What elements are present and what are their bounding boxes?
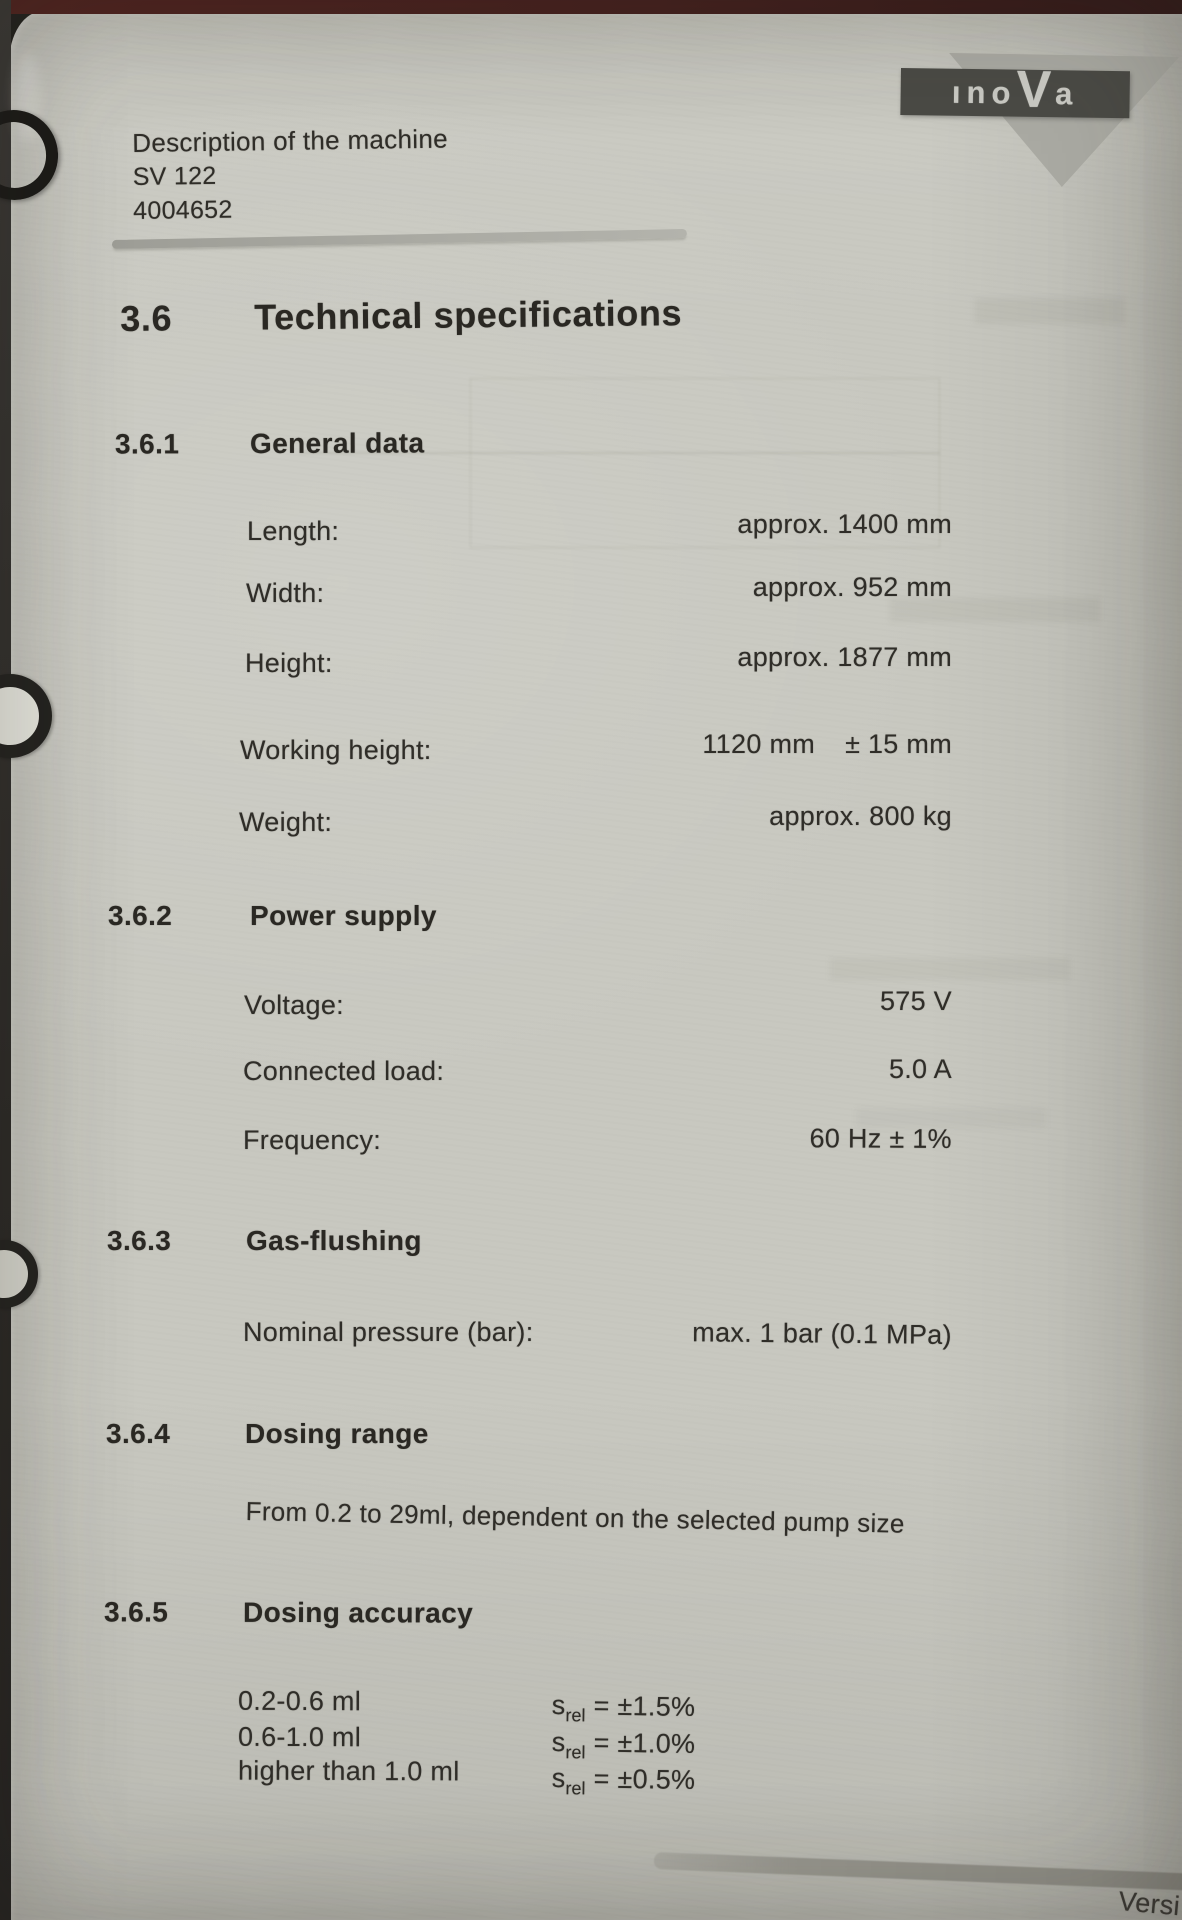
section-heading-3-6-3: 3.6.3 Gas-flushing xyxy=(107,1225,422,1257)
machine-model: SV 122 xyxy=(132,161,217,191)
spec-value-voltage: 575 V xyxy=(879,986,952,1016)
inova-logo: ınoVa xyxy=(900,60,1130,119)
spec-label-weight: Weight: xyxy=(239,807,333,837)
section-number: 3.6.3 xyxy=(107,1225,172,1256)
section-number: 3.6.5 xyxy=(103,1596,169,1628)
section-heading-3-6-4: 3.6.4 Dosing range xyxy=(106,1418,429,1450)
photo-background-top-edge xyxy=(0,0,1182,14)
document-number: 4004652 xyxy=(132,195,233,225)
spec-label-voltage: Voltage: xyxy=(244,990,344,1020)
spec-value-width: approx. 952 mm xyxy=(752,572,952,602)
section-heading-3-6-1: 3.6.1 General data xyxy=(115,427,425,460)
section-heading-3-6-2: 3.6.2 Power supply xyxy=(108,900,437,932)
spec-value-connected-load: 5.0 A xyxy=(888,1054,952,1084)
spec-value-frequency: 60 Hz ± 1% xyxy=(809,1123,952,1154)
section-number: 3.6.1 xyxy=(114,428,180,460)
paper-page xyxy=(9,11,1182,1920)
spec-label-nominal-pressure: Nominal pressure (bar): xyxy=(243,1317,534,1347)
accuracy-value-2: srel = ±1.0% xyxy=(551,1727,696,1763)
section-title: Dosing range xyxy=(245,1418,429,1449)
section-number: 3.6.2 xyxy=(108,900,173,931)
photo-background-left-edge xyxy=(0,0,11,1920)
section-number: 3.6 xyxy=(120,297,173,339)
section-heading-3-6: 3.6 Technical specifications xyxy=(120,292,682,340)
spec-value-weight: approx. 800 kg xyxy=(769,801,952,831)
spec-value-nominal-pressure: max. 1 bar (0.1 MPa) xyxy=(692,1317,952,1350)
spec-value-length: approx. 1400 mm xyxy=(737,509,952,539)
spec-label-length: Length: xyxy=(247,516,340,546)
page-corner-highlight xyxy=(14,52,40,142)
accuracy-value-3: srel = ±0.5% xyxy=(551,1763,696,1799)
spec-label-working-height: Working height: xyxy=(240,735,432,765)
inova-logo-wordmark: ınoVa xyxy=(951,60,1079,119)
section-title: Technical specifications xyxy=(253,292,683,338)
spec-label-frequency: Frequency: xyxy=(243,1125,382,1155)
spec-value-height: approx. 1877 mm xyxy=(737,642,952,672)
section-heading-3-6-5: 3.6.5 Dosing accuracy xyxy=(104,1596,473,1629)
section-number: 3.6.4 xyxy=(106,1418,171,1449)
spec-label-connected-load: Connected load: xyxy=(243,1056,445,1086)
spec-value-working-height: 1120 mm ± 15 mm xyxy=(702,729,952,759)
document-header: Description of the machine SV 122 400465… xyxy=(132,122,449,228)
spec-label-width: Width: xyxy=(246,578,325,608)
section-title: Dosing accuracy xyxy=(242,1596,474,1629)
accuracy-range-3: higher than 1.0 ml xyxy=(237,1755,460,1787)
section-title: Gas-flushing xyxy=(246,1225,422,1256)
accuracy-range-2: 0.6-1.0 ml xyxy=(237,1721,362,1753)
footer-version-text-partial: Versi xyxy=(1117,1886,1182,1920)
section-title: Power supply xyxy=(250,900,437,931)
document-title: Description of the machine xyxy=(132,123,449,158)
section-title: General data xyxy=(249,427,425,460)
accuracy-value-1: srel = ±1.5% xyxy=(551,1690,696,1726)
accuracy-range-1: 0.2-0.6 ml xyxy=(237,1685,362,1717)
spec-label-height: Height: xyxy=(245,648,333,678)
